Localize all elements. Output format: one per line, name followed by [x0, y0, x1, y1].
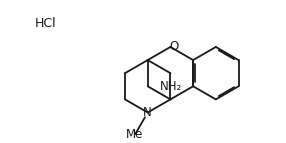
Text: HCl: HCl: [35, 17, 57, 30]
Text: Me: Me: [126, 128, 143, 141]
Text: N: N: [143, 106, 152, 119]
Text: NH₂: NH₂: [160, 80, 182, 93]
Text: O: O: [169, 40, 178, 53]
